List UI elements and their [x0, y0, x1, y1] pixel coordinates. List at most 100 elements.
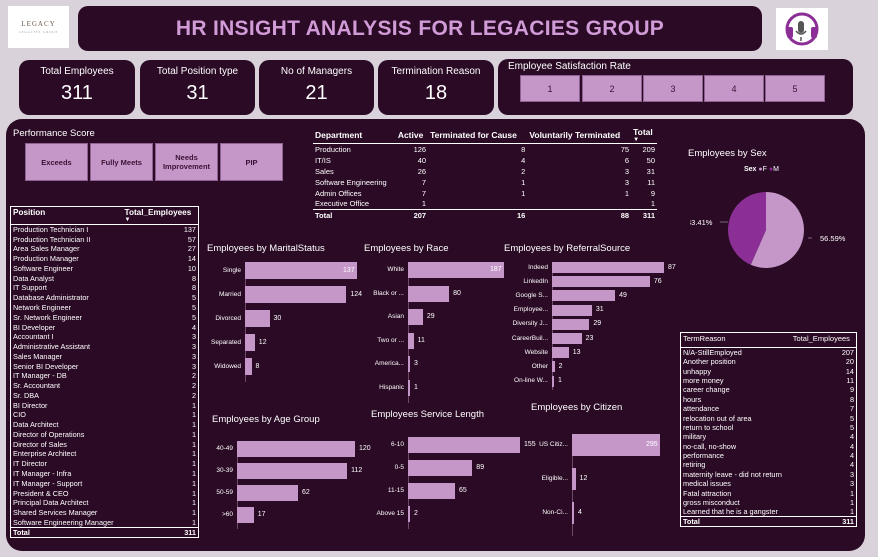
table-row[interactable]: military 4	[681, 432, 857, 441]
bar[interactable]	[245, 286, 347, 303]
col-department[interactable]: Department	[313, 127, 396, 144]
table-row[interactable]: retiring 4	[681, 460, 857, 469]
table-row[interactable]: Principal Data Architect 1	[11, 498, 199, 508]
col-terminated-for-cause[interactable]: Terminated for Cause	[428, 127, 528, 144]
table-row[interactable]: unhappy 14	[681, 366, 857, 376]
col-total[interactable]: Total ▼	[631, 127, 657, 144]
table-row[interactable]: Sales Manager 3	[11, 351, 199, 361]
table-row[interactable]: Production Technician II 57	[11, 234, 199, 244]
table-row[interactable]: IT/IS 40 4 6 50	[313, 155, 657, 166]
bar[interactable]	[552, 375, 554, 387]
table-row[interactable]: Director of Operations 1	[11, 430, 199, 440]
table-row[interactable]: Another position 20	[681, 357, 857, 366]
bar[interactable]	[408, 460, 473, 476]
satisfaction-option-4[interactable]: 4	[704, 75, 764, 102]
bar[interactable]	[408, 285, 450, 302]
col-position[interactable]: Position	[10, 206, 123, 225]
table-row[interactable]: Enterprise Architect 1	[11, 449, 199, 459]
bar[interactable]	[408, 379, 410, 396]
bar[interactable]	[237, 463, 348, 479]
table-row[interactable]: Software Engineering 7 1 3 11	[313, 177, 657, 188]
table-row[interactable]: Sr. DBA 2	[11, 391, 199, 401]
performance-option-pip[interactable]: PIP	[220, 143, 283, 181]
bar[interactable]	[408, 332, 414, 349]
table-row[interactable]: Fatal attraction 1	[681, 488, 857, 498]
table-row[interactable]: gross misconduct 1	[681, 498, 857, 507]
table-row[interactable]: return to school 5	[681, 423, 857, 432]
table-row[interactable]: Production Manager 14	[11, 254, 199, 264]
bar[interactable]	[408, 437, 520, 453]
table-row[interactable]: President & CEO 1	[11, 488, 199, 498]
bar[interactable]	[245, 310, 270, 327]
performance-option-fully-meets[interactable]: Fully Meets	[90, 143, 153, 181]
performance-option-exceeds[interactable]: Exceeds	[25, 143, 88, 181]
table-row[interactable]: Shared Services Manager 1	[11, 508, 199, 518]
col-total-employees[interactable]: Total_Employees	[790, 332, 857, 348]
bar[interactable]	[245, 334, 255, 351]
table-row[interactable]: performance 4	[681, 451, 857, 460]
table-row[interactable]: Admin Offices 7 1 1 9	[313, 188, 657, 199]
pie-slice-f[interactable]	[750, 192, 804, 268]
table-row[interactable]: Learned that he is a gangster 1	[681, 507, 857, 517]
bar[interactable]	[552, 304, 592, 316]
table-row[interactable]: IT Manager - Infra 1	[11, 469, 199, 479]
table-row[interactable]: more money 11	[681, 376, 857, 385]
bar[interactable]	[572, 468, 576, 490]
col-voluntarily-terminated[interactable]: Voluntarily Terminated	[527, 127, 632, 144]
table-row[interactable]: BI Developer 4	[11, 322, 199, 332]
table-row[interactable]: Database Administrator 5	[11, 293, 199, 303]
table-row[interactable]: relocation out of area 5	[681, 413, 857, 423]
table-row[interactable]: IT Director 1	[11, 459, 199, 469]
bar[interactable]	[408, 506, 410, 522]
satisfaction-option-5[interactable]: 5	[765, 75, 825, 102]
pie-slice-m[interactable]	[728, 192, 766, 265]
table-row[interactable]: Director of Sales 1	[11, 439, 199, 449]
col-active[interactable]: Active	[395, 127, 429, 144]
bar[interactable]	[408, 262, 504, 278]
table-row[interactable]: Sr. Network Engineer 5	[11, 312, 199, 322]
table-row[interactable]: Data Architect 1	[11, 420, 199, 430]
bar[interactable]	[552, 276, 650, 288]
performance-option-needs-improvement[interactable]: Needs Improvement	[155, 143, 218, 181]
table-row[interactable]: Administrative Assistant 3	[11, 342, 199, 352]
table-row[interactable]: Software Engineering Manager 1	[11, 517, 199, 527]
table-row[interactable]: Senior BI Developer 3	[11, 361, 199, 371]
bar[interactable]	[245, 262, 357, 279]
table-row[interactable]: Production 126 8 75 209	[313, 144, 657, 155]
table-row[interactable]: no-call, no-show 4	[681, 442, 857, 451]
table-row[interactable]: Sales 26 2 3 31	[313, 166, 657, 177]
table-row[interactable]: Executive Office 1 1	[313, 199, 657, 210]
table-row[interactable]: Network Engineer 5	[11, 303, 199, 313]
bar[interactable]	[572, 434, 660, 456]
table-row[interactable]: Production Technician I 137	[11, 225, 199, 235]
table-row[interactable]: medical issues 3	[681, 479, 857, 488]
bar[interactable]	[237, 507, 254, 523]
table-row[interactable]: hours 8	[681, 395, 857, 404]
col-term-reason[interactable]: TermReason	[680, 332, 791, 348]
bar[interactable]	[552, 361, 555, 373]
satisfaction-option-3[interactable]: 3	[643, 75, 703, 102]
table-row[interactable]: BI Director 1	[11, 400, 199, 410]
table-row[interactable]: career change 9	[681, 385, 857, 394]
satisfaction-option-1[interactable]: 1	[520, 75, 580, 102]
table-row[interactable]: Accountant I 3	[11, 332, 199, 342]
bar[interactable]	[408, 356, 410, 372]
table-row[interactable]: IT Manager - DB 2	[11, 371, 199, 381]
table-row[interactable]: Data Analyst 8	[11, 273, 199, 283]
table-row[interactable]: Software Engineer 10	[11, 264, 199, 274]
satisfaction-option-2[interactable]: 2	[582, 75, 642, 102]
table-row[interactable]: Sr. Accountant 2	[11, 381, 199, 391]
bar[interactable]	[408, 483, 455, 499]
table-row[interactable]: attendance 7	[681, 404, 857, 413]
bar[interactable]	[552, 262, 664, 273]
bar[interactable]	[552, 333, 582, 344]
bar[interactable]	[237, 441, 355, 457]
bar[interactable]	[237, 485, 298, 501]
bar[interactable]	[408, 309, 423, 325]
bar[interactable]	[552, 318, 590, 330]
bar[interactable]	[572, 502, 574, 524]
table-row[interactable]: N/A-StillEmployed 207	[681, 348, 857, 358]
bar[interactable]	[245, 358, 252, 375]
table-row[interactable]: IT Support 8	[11, 283, 199, 293]
table-row[interactable]: CIO 1	[11, 410, 199, 420]
